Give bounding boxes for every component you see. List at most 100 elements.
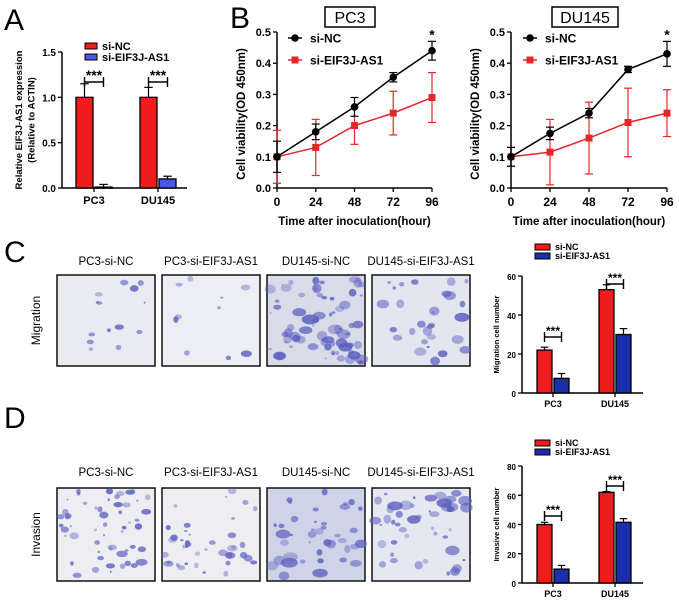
data-point <box>546 129 554 138</box>
bar-chart-d: 0 20 40 60 80 Invasive cell number PC3 *** DU145… <box>492 438 643 599</box>
data-point <box>389 73 398 82</box>
stained-cell <box>345 332 351 336</box>
stained-cell <box>314 520 317 524</box>
y-axis-label: Cell viability(OD 450nm) <box>470 48 482 180</box>
stained-cell <box>404 533 410 539</box>
stained-cell <box>409 503 415 509</box>
stained-cell <box>70 561 74 566</box>
stained-cell <box>426 324 434 330</box>
stained-cell <box>188 533 192 536</box>
x-tick-label: 24 <box>309 195 323 209</box>
stained-cell <box>105 488 114 495</box>
stained-cell <box>383 514 392 524</box>
bar-si-nc-du145 <box>598 288 615 394</box>
stained-cell <box>280 284 292 292</box>
stained-cell <box>369 516 382 525</box>
stained-cell <box>348 498 355 506</box>
image-label: DU145-si-NC <box>282 256 350 268</box>
legend-label: si-EIF3J-AS1 <box>555 447 610 457</box>
stained-cell <box>350 560 362 567</box>
x-tick-label: 0 <box>274 195 281 209</box>
stained-cell <box>357 281 365 288</box>
stained-cell <box>107 498 110 502</box>
stained-cell <box>185 541 192 547</box>
legend-label: si-EIF3J-AS1 <box>545 54 619 68</box>
stained-cell <box>412 496 416 500</box>
stained-cell <box>108 546 113 551</box>
stained-cell <box>394 522 401 527</box>
stained-cell <box>97 555 105 561</box>
stained-cell <box>334 533 341 538</box>
stained-cell <box>269 312 272 315</box>
x-tick-label: DU145 <box>601 399 629 409</box>
x-tick-label: 96 <box>660 195 674 209</box>
stained-cell <box>224 495 228 498</box>
stained-cell <box>378 561 387 568</box>
title-box <box>324 6 376 28</box>
legend-label: si-NC <box>545 32 577 46</box>
stained-cell <box>442 535 449 539</box>
stained-cell <box>312 283 322 294</box>
stained-cell <box>240 350 252 358</box>
stained-cell <box>316 293 324 298</box>
x-tick-label: DU145 <box>141 195 175 207</box>
x-tick-label: 72 <box>387 195 401 209</box>
significance-label: *** <box>608 473 622 487</box>
stained-cell <box>349 527 358 534</box>
image-label: PC3-si-NC <box>79 467 134 479</box>
stained-cell <box>283 334 292 344</box>
y-tick-label: 0.4 <box>490 58 506 70</box>
data-point <box>585 109 593 117</box>
stained-cell <box>298 292 306 298</box>
x-axis-label: Time after inoculation(hour) <box>278 216 431 228</box>
image-label: DU145-si-EIF3J-AS1 <box>367 467 474 479</box>
stained-cell <box>137 280 144 286</box>
y-tick-label: 0.2 <box>490 121 505 133</box>
stained-cell <box>387 281 392 285</box>
stained-cell <box>329 296 335 301</box>
stained-cell <box>273 304 282 310</box>
stained-cell <box>120 529 124 534</box>
stained-cell <box>161 551 169 558</box>
x-tick-label: PC3 <box>83 195 104 207</box>
stained-cell <box>392 286 397 290</box>
micrograph <box>161 487 261 582</box>
stained-cell <box>353 278 363 288</box>
stained-cell <box>184 562 188 566</box>
stained-cell <box>321 295 328 300</box>
stained-cell <box>446 571 451 576</box>
stained-cell <box>327 324 344 335</box>
stained-cell <box>194 551 201 556</box>
stained-cell <box>321 488 328 496</box>
stained-cell <box>288 500 293 504</box>
stained-cell <box>430 356 440 366</box>
data-point <box>428 46 436 55</box>
stained-cell <box>352 320 364 329</box>
y-axis-label: Migration cell number <box>492 295 501 373</box>
y-tick-label: 0.5 <box>256 27 271 39</box>
stained-cell <box>124 549 129 552</box>
stained-cell <box>390 540 398 545</box>
stained-cell <box>130 489 136 495</box>
stained-cell <box>426 333 437 340</box>
stained-cell <box>281 283 284 286</box>
stained-cell <box>266 561 279 571</box>
stained-cell <box>399 281 405 287</box>
data-point <box>624 118 632 126</box>
stained-cell <box>374 496 383 505</box>
y-axis-label: (Relative to ACTIN) <box>27 77 38 163</box>
legend-marker <box>526 34 534 42</box>
data-point <box>663 109 671 117</box>
stained-cell <box>389 326 398 333</box>
stained-cell <box>136 329 143 335</box>
stained-cell <box>359 294 363 297</box>
stained-cell <box>446 277 456 286</box>
x-tick-label: 96 <box>425 195 439 209</box>
legend-marker <box>526 56 534 64</box>
stained-cell <box>231 517 235 520</box>
chart-title: DU145 <box>560 10 610 27</box>
legend-marker <box>291 56 299 64</box>
stained-cell <box>250 560 258 565</box>
